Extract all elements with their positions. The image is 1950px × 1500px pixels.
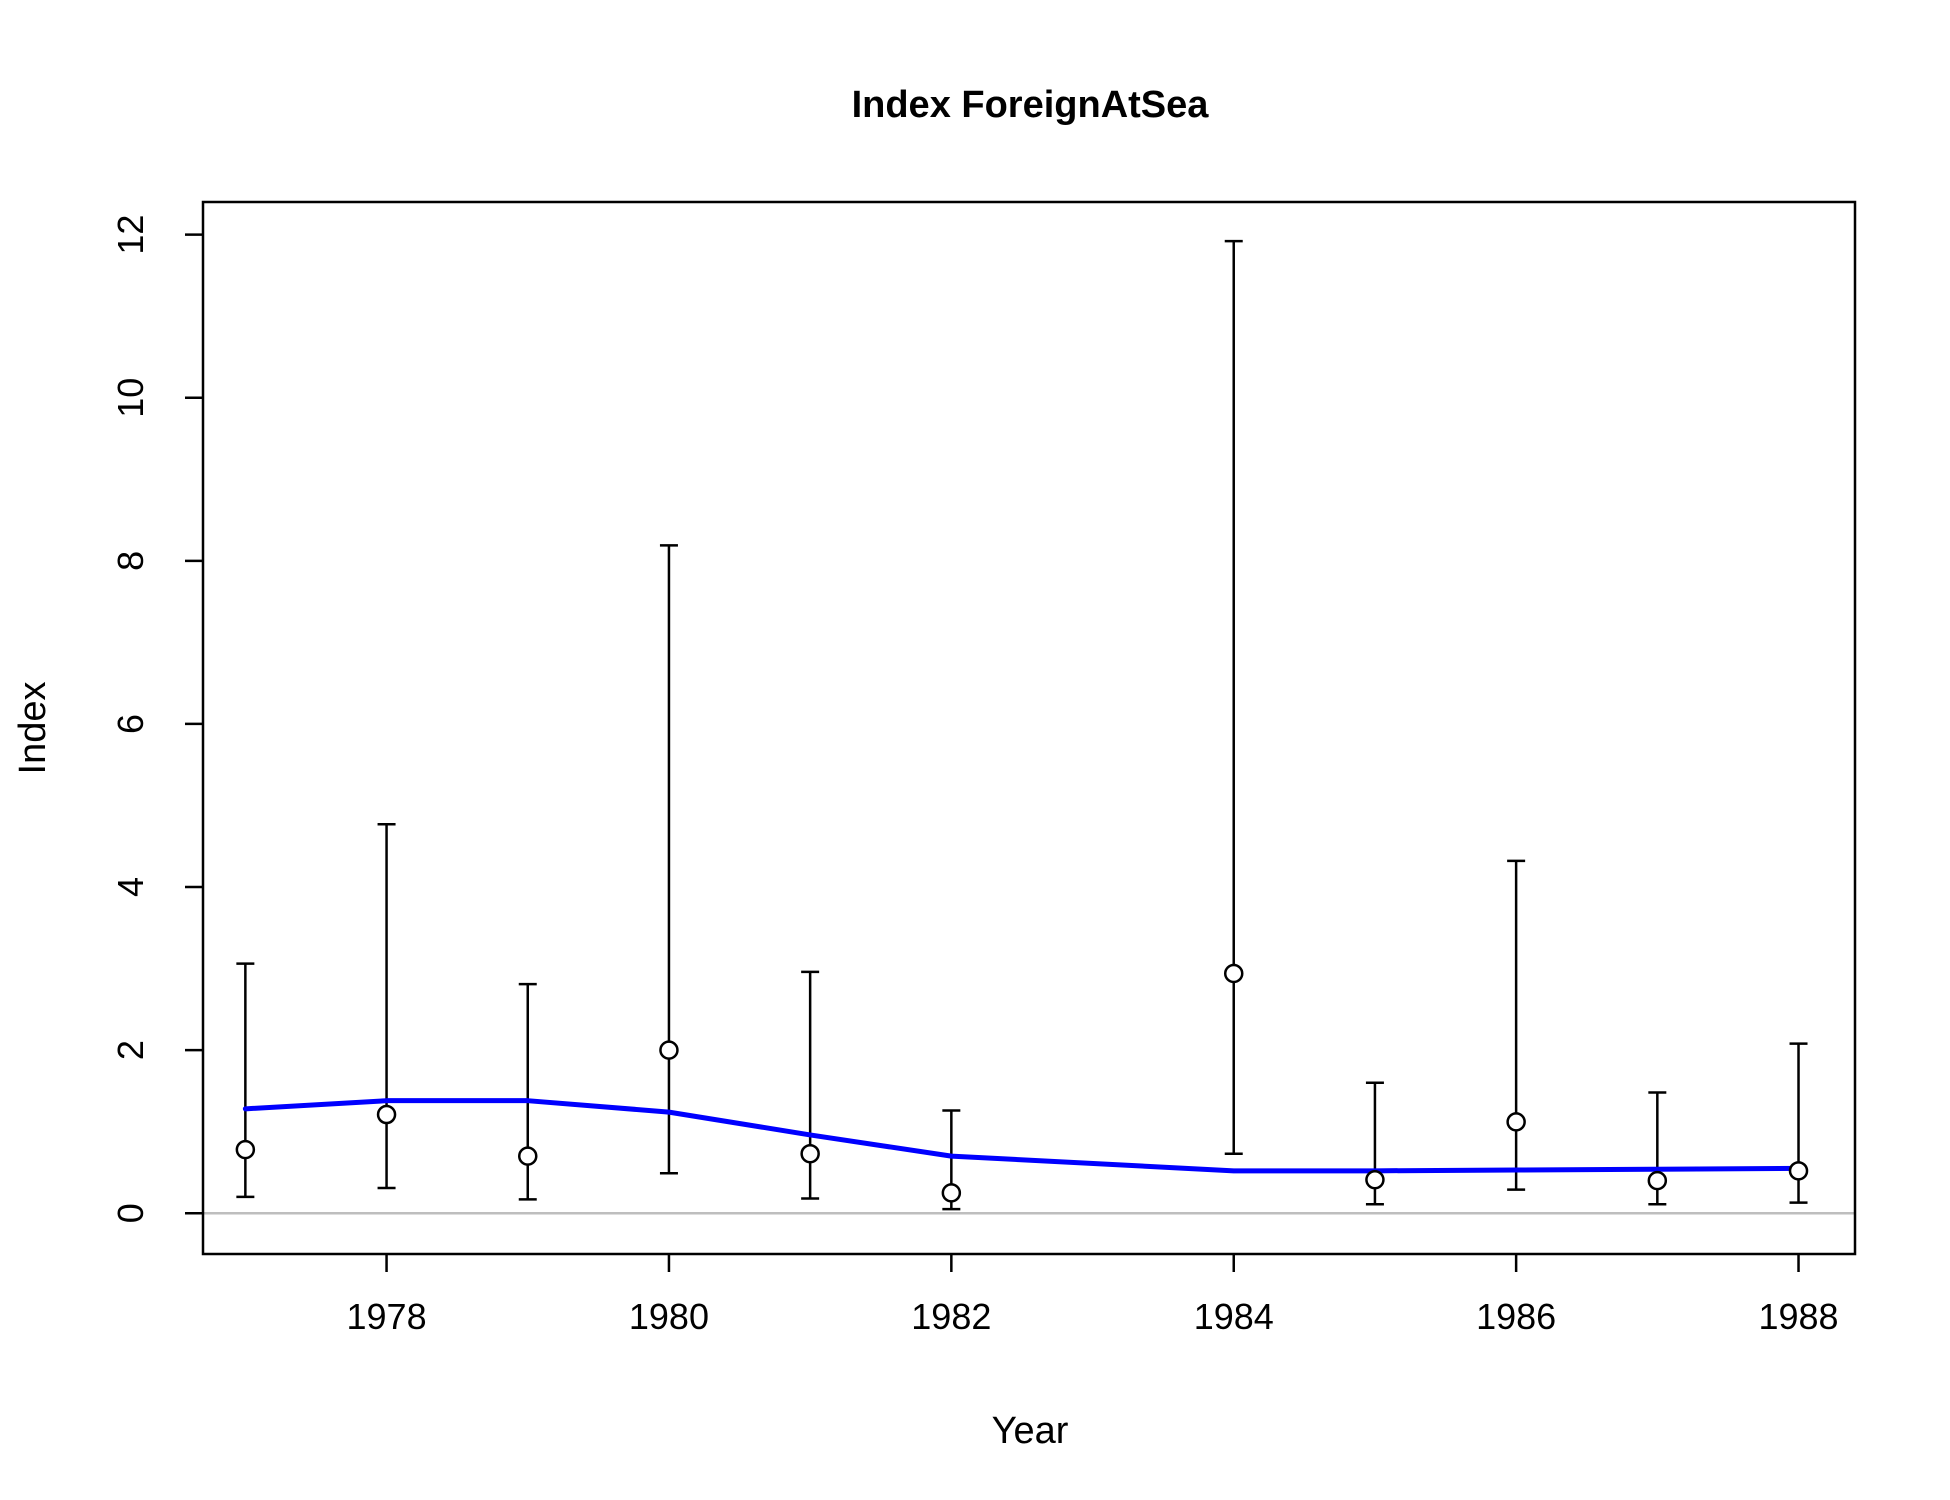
y-axis: 0 2 4 6 8 10 12	[110, 215, 203, 1223]
x-tick-label: 1984	[1194, 1296, 1274, 1337]
x-axis: 1978 1980 1982 1984 1986 1988	[347, 1254, 1839, 1337]
error-bar-1980	[659, 544, 678, 1175]
x-tick-label: 1986	[1476, 1296, 1556, 1337]
y-tick-label: 4	[110, 877, 151, 897]
observed-point-1978	[376, 1104, 397, 1125]
y-tick-label: 10	[110, 378, 151, 418]
x-tick-label: 1980	[629, 1296, 709, 1337]
x-tick-label: 1982	[911, 1296, 991, 1337]
observed-point-1980	[659, 1040, 679, 1060]
x-tick-label: 1978	[347, 1296, 427, 1337]
chart-title: Index ForeignAtSea	[852, 84, 1210, 126]
y-tick-label: 12	[110, 215, 151, 255]
y-tick-label: 6	[110, 714, 151, 734]
observed-point-1986	[1506, 1112, 1526, 1132]
y-axis-label: Index	[12, 682, 54, 775]
plot-frame	[201, 200, 1857, 1256]
observed-point-1985	[1365, 1170, 1385, 1190]
y-tick-label: 0	[110, 1203, 151, 1223]
y-tick-label: 2	[110, 1040, 151, 1060]
x-axis-label: Year	[992, 1410, 1069, 1452]
error-bar-1981	[801, 970, 820, 1200]
observed-point-1982	[941, 1183, 962, 1203]
error-bar-1979	[518, 982, 537, 1201]
error-bar-1978	[377, 822, 396, 1190]
observed-point-1981	[800, 1143, 820, 1164]
error-bar-1977	[236, 962, 255, 1199]
observed-point-1979	[518, 1146, 538, 1166]
x-tick-label: 1988	[1758, 1296, 1838, 1337]
observed-points	[235, 963, 1809, 1203]
observed-point-1984	[1223, 963, 1244, 984]
error-bars	[236, 239, 1808, 1211]
observed-point-1987	[1647, 1170, 1668, 1191]
y-tick-label: 8	[110, 551, 151, 571]
observed-point-1977	[235, 1139, 256, 1160]
plot-area	[201, 200, 1857, 1256]
expected-index-line	[242, 1098, 1802, 1174]
error-bar-1986	[1507, 859, 1526, 1191]
observed-point-1988	[1788, 1161, 1809, 1181]
error-bar-1984	[1224, 239, 1243, 1155]
